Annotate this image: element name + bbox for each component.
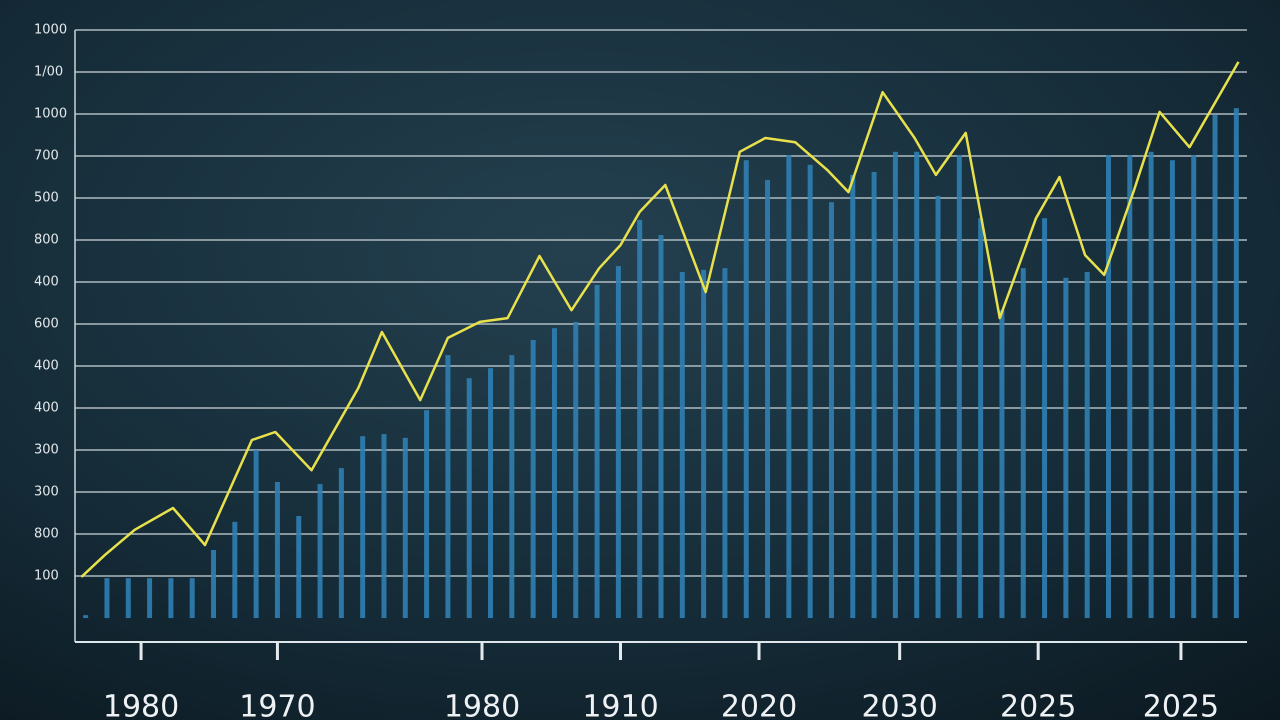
x-tick-label: 1970 (239, 690, 315, 720)
bar (743, 160, 749, 619)
y-tick-label: 400 (34, 359, 59, 374)
bar (509, 355, 515, 619)
bar (615, 266, 621, 619)
y-tick-label: 1000 (34, 23, 67, 38)
bar (402, 437, 408, 619)
bar (360, 436, 366, 619)
bar (1127, 155, 1133, 619)
bar (466, 378, 472, 619)
bar (551, 328, 557, 619)
bar (317, 484, 323, 619)
bar (786, 155, 792, 619)
y-tick-label: 400 (34, 401, 59, 416)
bar (338, 468, 344, 619)
y-tick-label: 400 (34, 275, 59, 290)
bar (1169, 160, 1175, 619)
x-tick-label: 2020 (721, 690, 797, 720)
bar (914, 151, 920, 619)
bar (253, 450, 259, 619)
bar (125, 578, 131, 619)
bar (978, 218, 984, 619)
x-tick-label: 1910 (582, 690, 658, 720)
y-tick-label: 1000 (34, 107, 67, 122)
bar (488, 368, 494, 619)
bar (1233, 108, 1239, 619)
bar (104, 578, 110, 619)
bar (189, 578, 195, 619)
bar (1105, 155, 1111, 619)
bar (1042, 218, 1048, 619)
y-tick-label: 500 (34, 191, 59, 206)
bar (1020, 268, 1026, 619)
y-tick-label: 300 (34, 443, 59, 458)
y-tick-label: 800 (34, 233, 59, 248)
bar (274, 481, 280, 619)
bar (722, 268, 728, 619)
bar (530, 339, 536, 619)
bar (637, 219, 643, 619)
bar (168, 578, 174, 619)
x-tick-label: 2030 (861, 690, 937, 720)
bar (1148, 151, 1154, 619)
bar (1063, 277, 1069, 619)
bar (807, 164, 813, 619)
bar (850, 174, 856, 619)
bar (956, 155, 962, 619)
bar (594, 284, 600, 619)
x-tick-label: 1980 (103, 690, 179, 720)
y-tick-label: 800 (34, 527, 59, 542)
bar (892, 151, 898, 619)
bar (1084, 271, 1090, 619)
bar (1212, 114, 1218, 619)
y-tick-label: 700 (34, 149, 59, 164)
bar (999, 310, 1005, 619)
y-tick-label: 100 (34, 569, 59, 584)
y-tick-label: 300 (34, 485, 59, 500)
bar (296, 515, 302, 619)
bar (83, 615, 89, 619)
bar (658, 234, 664, 619)
y-tick-label: 1/00 (34, 65, 63, 80)
y-tick-label: 600 (34, 317, 59, 332)
bar (679, 271, 685, 619)
bar (573, 321, 579, 619)
line (80, 61, 1240, 578)
bar (701, 269, 707, 619)
bar (765, 179, 771, 619)
bar (935, 195, 941, 619)
bar (232, 521, 238, 619)
bar (828, 202, 834, 619)
bar (381, 434, 387, 619)
x-tick-label: 1980 (444, 690, 520, 720)
bar (147, 578, 153, 619)
bar (1191, 155, 1197, 619)
bar (445, 355, 451, 619)
bar (424, 410, 430, 619)
bar (871, 171, 877, 619)
bar (211, 550, 217, 619)
x-tick-label: 2025 (1000, 690, 1076, 720)
x-tick-label: 2025 (1143, 690, 1219, 720)
